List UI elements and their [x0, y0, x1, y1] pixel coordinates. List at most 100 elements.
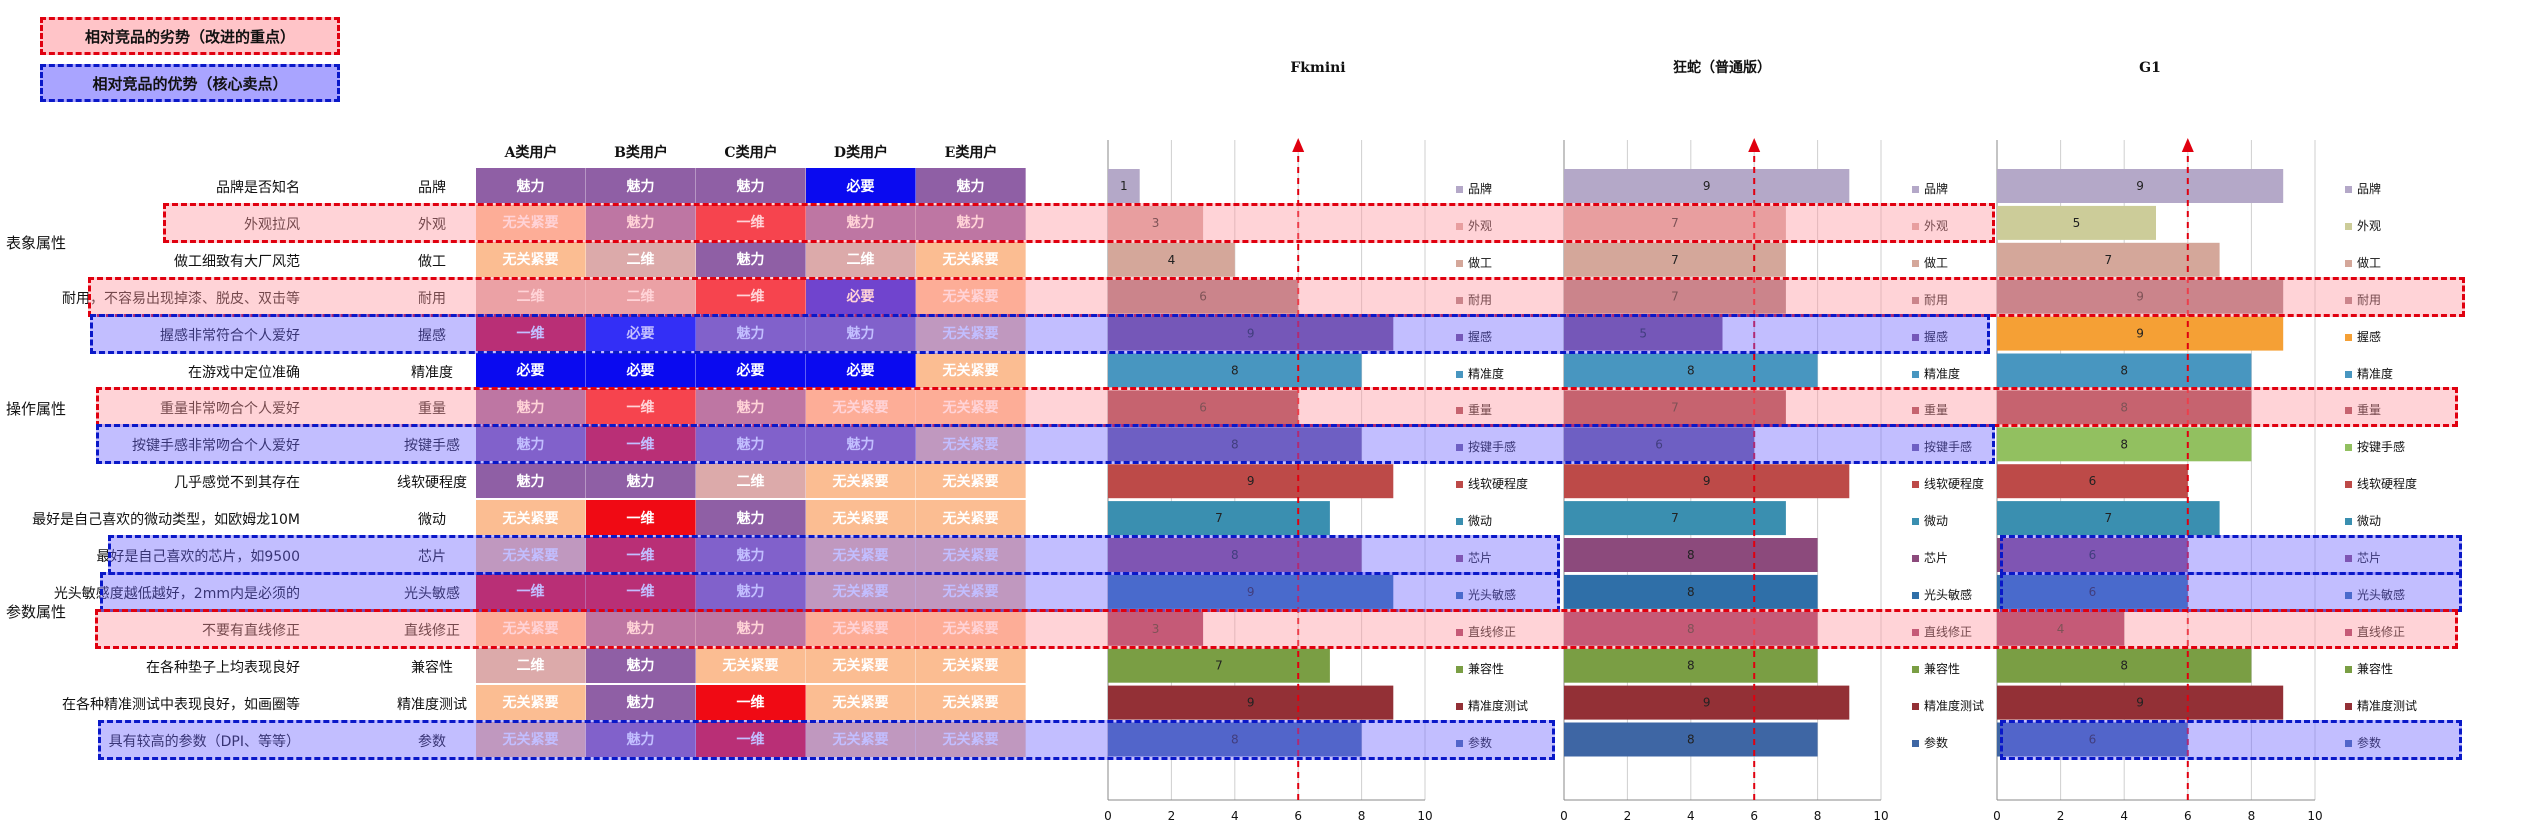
- attribute-name: 精准度测试: [397, 696, 467, 713]
- legend-entry: 参数: [1912, 734, 1948, 751]
- legend-entry: 品牌: [1456, 180, 1492, 197]
- legend-label: 微动: [1468, 514, 1493, 529]
- attribute-name: 光头敏感: [404, 585, 460, 602]
- requirement-description: 做工细致有大厂风范: [174, 253, 300, 270]
- kano-level-cell: 无关紧要: [916, 352, 1026, 388]
- bar-value-label: 8: [1687, 622, 1695, 636]
- legend-entry: 光头敏感: [1912, 586, 1972, 603]
- attribute-name: 参数: [418, 733, 446, 750]
- kano-level-cell: 二维: [586, 241, 696, 277]
- kano-level-cell: 一维: [696, 278, 806, 314]
- bar-value-label: 9: [1247, 696, 1255, 710]
- bar: [1997, 242, 2220, 277]
- kano-level-cell: 一维: [696, 204, 806, 240]
- attribute-name: 芯片: [418, 549, 446, 565]
- legend-swatch: [1456, 555, 1463, 562]
- kano-level-cell: 无关紧要: [806, 573, 916, 609]
- bar: [1108, 501, 1330, 536]
- legend-swatch: [1456, 739, 1463, 747]
- legend-swatch: [1912, 518, 1919, 526]
- x-tick-label: 2: [1624, 809, 1632, 823]
- bar-value-label: 6: [2089, 585, 2097, 599]
- bar-value-label: 9: [2136, 696, 2144, 710]
- x-tick-label: 0: [1993, 809, 2001, 823]
- attribute-name: 耐用: [418, 290, 446, 307]
- bar-value-label: 7: [1671, 400, 1679, 414]
- legend-label: 芯片: [2357, 551, 2382, 565]
- bar: [1108, 390, 1299, 425]
- legend-swatch: [2345, 222, 2352, 230]
- legend-entry: 参数: [2345, 734, 2381, 751]
- kano-level-cell: 魅力: [586, 204, 696, 240]
- user-type-header: B类用户: [614, 145, 668, 161]
- kano-level-cell: 一维: [586, 573, 696, 609]
- legend-swatch: [2345, 407, 2352, 415]
- legend-label: 品牌: [1924, 182, 1949, 196]
- kano-level-cell: 魅力: [916, 204, 1026, 240]
- kano-level-cell: 必要: [696, 352, 806, 388]
- bar: [1997, 169, 2284, 203]
- kano-level-cell: 必要: [806, 168, 916, 203]
- kano-level-cell: 魅力: [476, 463, 586, 499]
- legend-entry: 做工: [1456, 254, 1492, 271]
- legend-entry: 重量: [2345, 401, 2381, 418]
- attribute-name: 外观: [418, 216, 446, 233]
- legend-swatch: [1912, 555, 1919, 562]
- legend-label: 兼容性: [1924, 661, 1961, 676]
- bar-value-label: 3: [1152, 622, 1160, 636]
- legend-entry: 光头敏感: [1456, 586, 1516, 603]
- kano-level-cell: 无关紧要: [916, 389, 1026, 425]
- x-tick-label: 2: [1168, 809, 1176, 823]
- legend-label: 线软硬程度: [1468, 477, 1529, 492]
- legend-entry: 兼容性: [1456, 660, 1504, 677]
- bar-value-label: 7: [2104, 511, 2112, 525]
- bar-value-label: 7: [1671, 511, 1679, 525]
- kano-level-cell: 一维: [476, 315, 586, 351]
- category-label: 表象属性: [6, 234, 67, 253]
- legend-swatch: [1456, 222, 1463, 230]
- legend-label: 直线修正: [1924, 624, 1973, 639]
- bar: [1564, 427, 1755, 462]
- bar: [1997, 353, 2252, 388]
- bar-value-label: 8: [1687, 585, 1695, 599]
- reference-arrow: [2181, 138, 2194, 152]
- legend-swatch: [1456, 481, 1463, 489]
- kano-level-cell: 无关紧要: [806, 537, 916, 572]
- legend-entry: 精准度测试: [1912, 697, 1984, 714]
- bar: [1108, 169, 1140, 203]
- legend-entry: 外观: [2345, 217, 2381, 234]
- legend-swatch: [2345, 370, 2352, 378]
- legend-swatch: [1912, 628, 1919, 636]
- legend-swatch: [2345, 481, 2352, 489]
- bar-value-label: 5: [1639, 327, 1647, 341]
- kano-level-cell: 魅力: [476, 168, 586, 203]
- chart-title: 狂蛇（普通版）: [1673, 59, 1771, 76]
- kano-level-cell: 魅力: [476, 426, 586, 462]
- legend-label: 精准度: [1924, 366, 1961, 381]
- bar: [1564, 501, 1786, 536]
- legend-entry: 精准度: [1456, 365, 1504, 382]
- legend-swatch: [1912, 259, 1919, 267]
- bar-value-label: 4: [2057, 622, 2065, 636]
- chart-title: G1: [2139, 60, 2161, 76]
- legend-weakness: 相对竞品的劣势（改进的重点）: [40, 17, 340, 55]
- user-type-header: C类用户: [724, 145, 778, 161]
- legend-entry: 握感: [2345, 328, 2381, 345]
- legend-entry: 握感: [1456, 328, 1492, 345]
- kano-level-cell: 无关紧要: [916, 647, 1026, 683]
- requirement-description: 具有较高的参数（DPI、等等）: [108, 733, 300, 750]
- kano-level-cell: 无关紧要: [476, 204, 586, 240]
- legend-label: 耐用: [1924, 292, 1949, 307]
- legend-swatch: [2345, 444, 2352, 452]
- category-label: 操作属性: [6, 400, 67, 419]
- legend-label: 做工: [1924, 255, 1949, 270]
- legend-swatch: [2345, 296, 2352, 304]
- legend-swatch: [2345, 259, 2352, 267]
- legend-label: 线软硬程度: [1924, 477, 1985, 492]
- requirement-description: 最好是自己喜欢的芯片，如9500: [96, 549, 300, 565]
- bar-value-label: 9: [1247, 585, 1255, 599]
- legend-swatch: [2345, 333, 2352, 341]
- legend-swatch: [1912, 665, 1919, 673]
- legend-label: 做工: [2357, 255, 2382, 270]
